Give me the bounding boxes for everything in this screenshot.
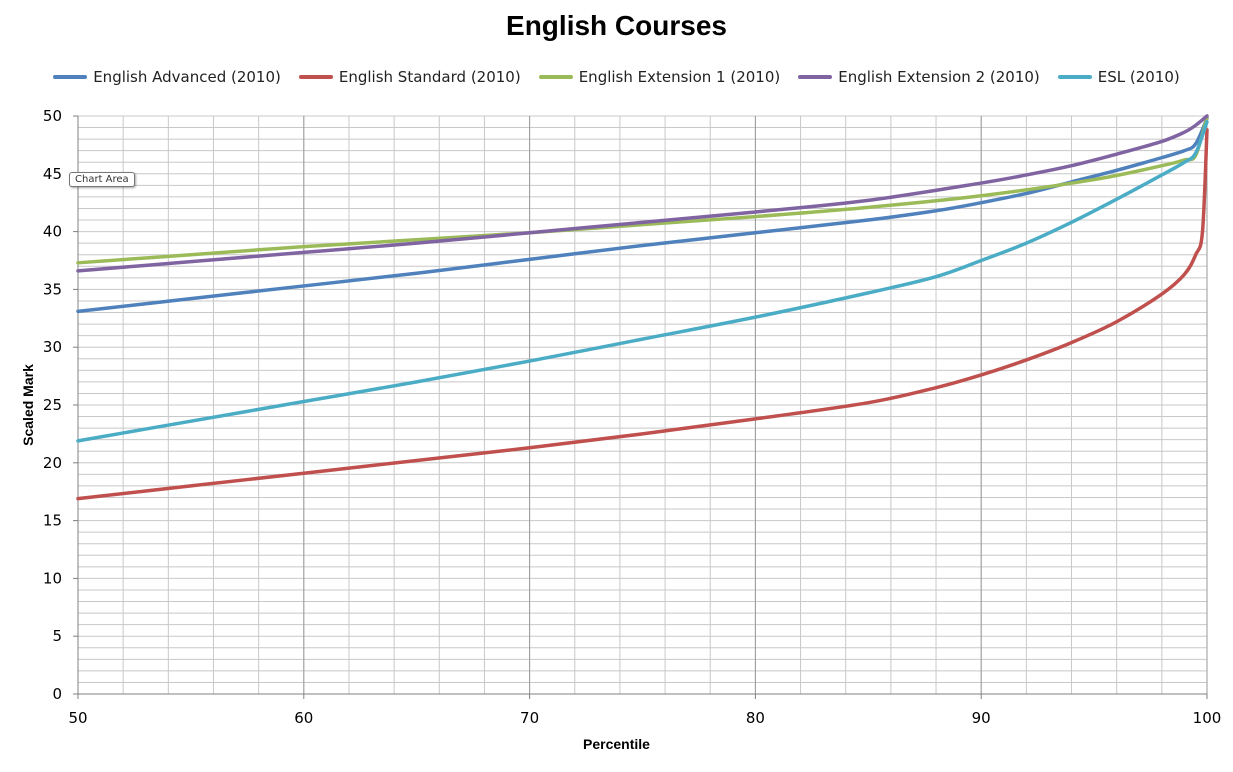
legend-swatch [1057,75,1092,79]
y-tick-label: 40 [43,223,62,241]
x-tick-label: 70 [520,709,539,727]
y-tick-label: 20 [43,454,62,472]
chart-title: English Courses [506,10,727,41]
series-line-esl-2010 [76,120,1209,443]
series-line-english-standard-2010 [76,128,1209,501]
legend-label: English Extension 1 (2010) [578,68,781,86]
x-tick-label: 50 [68,709,87,727]
y-axis-title: Scaled Mark [20,364,36,446]
legend-item-english-standard-2010: English Standard (2010) [298,68,521,86]
legend-item-english-extension-2-2010: English Extension 2 (2010) [798,68,1040,86]
series-line-english-extension-1-2010 [76,115,1209,265]
y-tick-label: 35 [43,280,62,298]
legend-item-english-extension-1-2010: English Extension 1 (2010) [538,68,781,86]
x-tick-label: 90 [972,709,991,727]
y-tick-label: 25 [43,396,62,414]
x-tick-label: 100 [1193,709,1222,727]
series-line-english-extension-2-2010 [76,114,1209,273]
legend-label: English Extension 2 (2010) [838,68,1040,86]
legend: English Advanced (2010) English Standard … [0,68,1233,86]
y-tick-label: 5 [52,627,62,645]
legend-swatch [798,75,833,79]
legend-item-esl-2010: ESL (2010) [1057,68,1180,86]
legend-swatch [538,75,573,79]
legend-label: ESL (2010) [1097,68,1180,86]
series-line-english-advanced-2010 [76,116,1209,314]
legend-label: English Advanced (2010) [93,68,281,86]
x-tick-label: 60 [294,709,313,727]
y-tick-label: 30 [43,338,62,356]
legend-swatch [298,75,333,79]
legend-item-english-advanced-2010: English Advanced (2010) [53,68,281,86]
y-tick-label: 15 [43,512,62,530]
x-tick-label: 80 [746,709,765,727]
x-axis-title: Percentile [583,736,650,752]
legend-label: English Standard (2010) [338,68,521,86]
y-tick-label: 45 [43,165,62,183]
y-tick-label: 50 [43,107,62,125]
y-tick-label: 10 [43,569,62,587]
chart-area-tooltip: Chart Area [69,172,135,187]
y-tick-label: 0 [52,685,62,703]
legend-swatch [53,75,88,79]
